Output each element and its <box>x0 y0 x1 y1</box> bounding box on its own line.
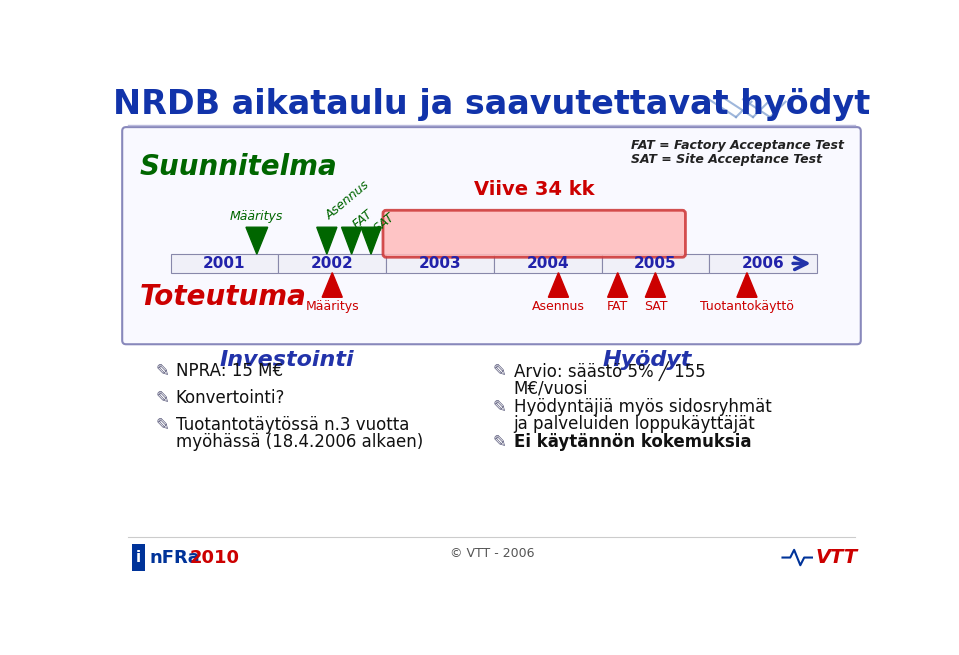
Bar <box>131 544 146 571</box>
Text: FAT: FAT <box>350 207 375 231</box>
Text: VTT: VTT <box>816 548 858 567</box>
Text: FAT = Factory Acceptance Test: FAT = Factory Acceptance Test <box>631 140 844 153</box>
Text: 2006: 2006 <box>741 256 784 271</box>
Text: SAT = Site Acceptance Test: SAT = Site Acceptance Test <box>631 153 823 166</box>
Polygon shape <box>316 227 337 254</box>
Text: 2004: 2004 <box>526 256 569 271</box>
Polygon shape <box>645 272 666 297</box>
Text: ✎: ✎ <box>155 362 170 380</box>
Text: i: i <box>136 550 141 565</box>
Text: ✎: ✎ <box>493 398 506 417</box>
Bar <box>201 258 786 269</box>
Polygon shape <box>549 272 569 297</box>
Text: Hyödyt: Hyödyt <box>602 350 691 371</box>
Polygon shape <box>246 227 268 254</box>
Text: ✎: ✎ <box>493 433 506 451</box>
Bar <box>710 254 817 272</box>
Text: Määritys: Määritys <box>305 301 359 313</box>
Text: Ei käytännön kokemuksia: Ei käytännön kokemuksia <box>514 433 751 451</box>
Text: Määritys: Määritys <box>230 210 284 223</box>
Bar <box>278 254 386 272</box>
Text: M€/vuosi: M€/vuosi <box>514 379 588 397</box>
Text: Asennus: Asennus <box>532 301 585 313</box>
FancyBboxPatch shape <box>383 210 686 257</box>
Text: Arvio: säästö 5% ╱ 155: Arvio: säästö 5% ╱ 155 <box>514 362 705 381</box>
Polygon shape <box>341 227 362 254</box>
Bar <box>494 254 601 272</box>
Text: FAT: FAT <box>607 301 628 313</box>
FancyBboxPatch shape <box>122 127 861 345</box>
Text: ✎: ✎ <box>493 362 506 380</box>
Polygon shape <box>608 272 628 297</box>
Text: Suunnitelma: Suunnitelma <box>139 153 337 181</box>
Text: 2001: 2001 <box>203 256 246 271</box>
Text: Toteutuma: Toteutuma <box>139 282 306 310</box>
Text: © VTT - 2006: © VTT - 2006 <box>450 547 534 560</box>
Text: Hyödyntäjiä myös sidosryhmät: Hyödyntäjiä myös sidosryhmät <box>514 398 771 417</box>
Text: Konvertointi?: Konvertointi? <box>175 389 285 407</box>
Text: 2005: 2005 <box>634 256 677 271</box>
Text: myöhässä (18.4.2006 alkaen): myöhässä (18.4.2006 alkaen) <box>175 433 423 451</box>
Text: 2002: 2002 <box>311 256 354 271</box>
Bar <box>386 254 494 272</box>
Text: NPRA: 15 M€: NPRA: 15 M€ <box>175 362 283 380</box>
Text: ✎: ✎ <box>155 416 170 434</box>
Text: 2003: 2003 <box>419 256 461 271</box>
Text: Asennus: Asennus <box>323 178 372 222</box>
Text: ✎: ✎ <box>155 389 170 407</box>
Text: Investointi: Investointi <box>220 350 354 371</box>
Text: 2010: 2010 <box>190 548 240 567</box>
Text: nFRa: nFRa <box>150 548 200 567</box>
Text: Viive 34 kk: Viive 34 kk <box>474 181 595 200</box>
Polygon shape <box>361 227 381 254</box>
Text: Tuotantotäytössä n.3 vuotta: Tuotantotäytössä n.3 vuotta <box>175 416 409 434</box>
Bar <box>171 254 278 272</box>
Bar <box>601 254 710 272</box>
Polygon shape <box>322 272 342 297</box>
Text: SAT: SAT <box>643 301 667 313</box>
Polygon shape <box>737 272 757 297</box>
Text: SAT: SAT <box>371 210 397 235</box>
Text: NRDB aikataulu ja saavutettavat hyödyt: NRDB aikataulu ja saavutettavat hyödyt <box>113 88 871 121</box>
Text: Tuotantokäyttö: Tuotantokäyttö <box>700 301 794 313</box>
Text: ja palveluiden loppukäyttäjät: ja palveluiden loppukäyttäjät <box>514 415 756 434</box>
